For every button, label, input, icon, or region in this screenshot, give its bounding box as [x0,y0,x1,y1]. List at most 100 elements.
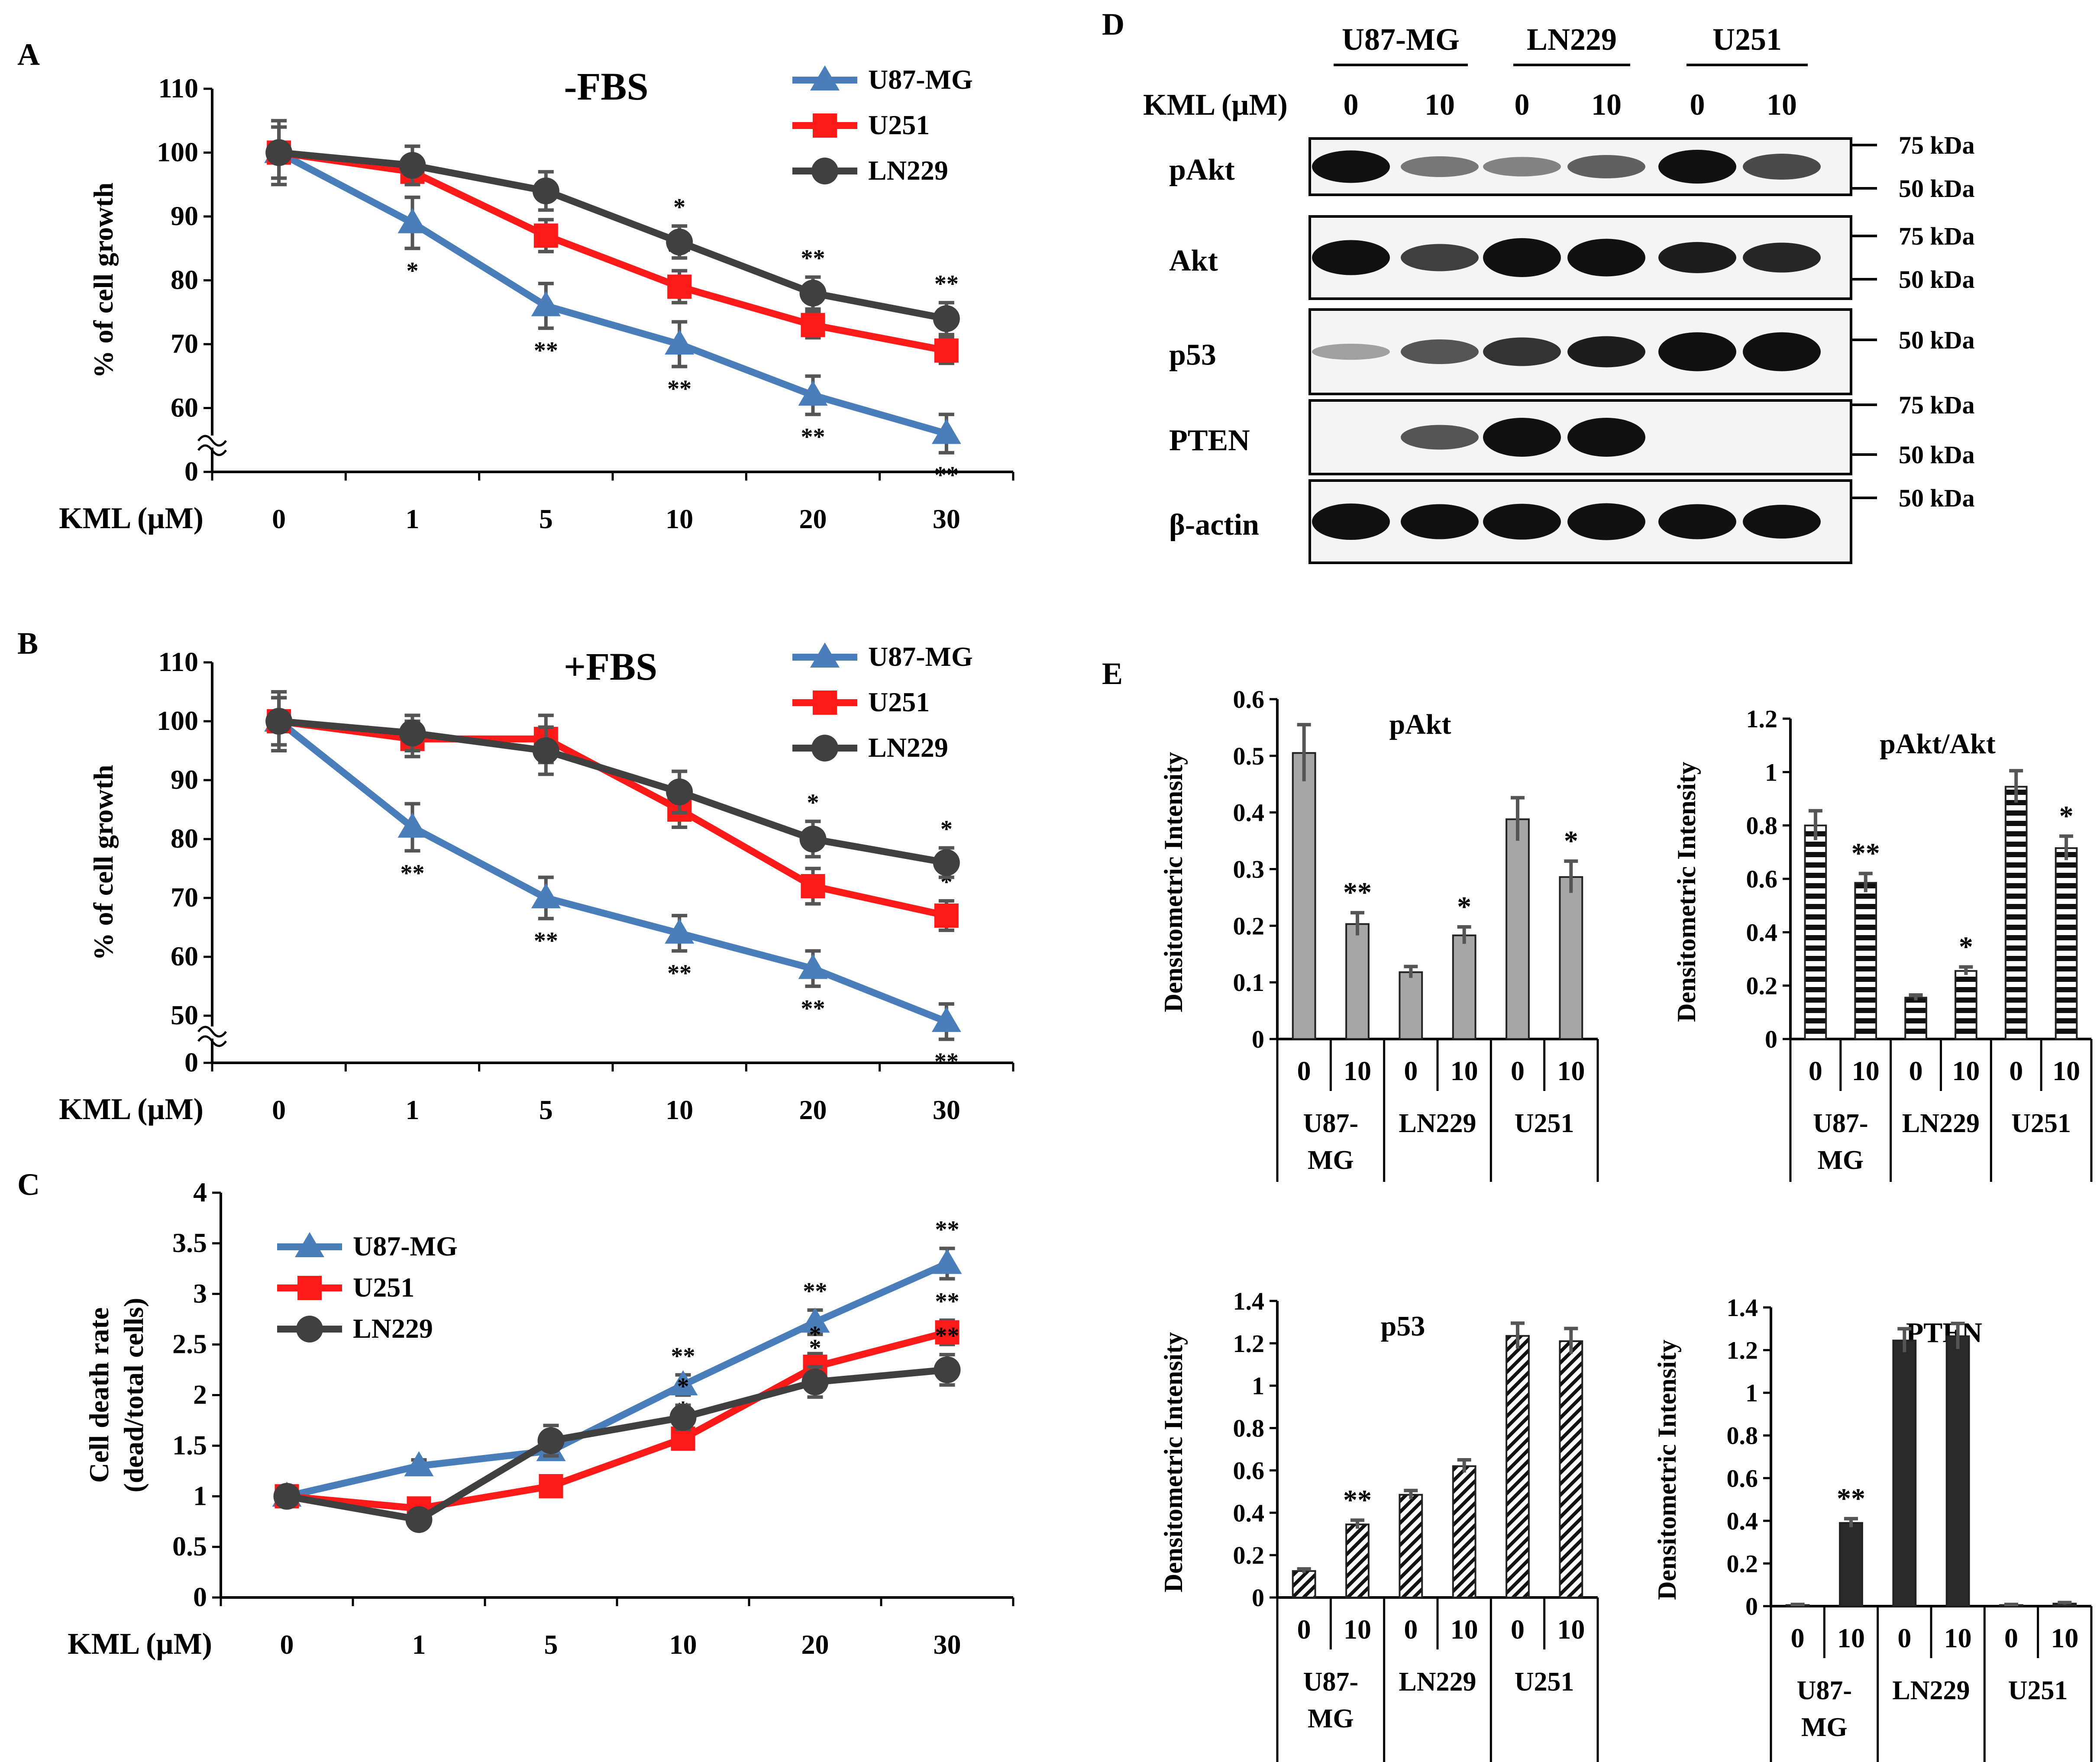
panel-label-c: C [17,1167,40,1202]
series-line [277,149,948,437]
x-tick-label: 5 [544,1629,558,1660]
axis-break-mark [197,1035,227,1047]
blot-row-pakt: pAkt 75 kDa 50 kDa [1169,131,1975,203]
y-tick-label: 80 [171,265,198,295]
bar [2004,786,2028,1040]
y-tick-label: 0.8 [1233,1414,1265,1443]
blot-band [1483,337,1561,366]
significance-stars: * [1564,825,1578,857]
marker-triangle [932,1249,962,1274]
y-tick-label: 0 [1252,1025,1264,1053]
y-tick-label: 60 [171,392,198,423]
bar-category-label: 10 [1451,1055,1478,1086]
blot-band [1401,425,1479,450]
bar-group-label: LN229 [1892,1676,1970,1705]
y-tick-label: 0.8 [1727,1422,1758,1450]
blot-band [1401,504,1479,539]
y-tick-label: 0.3 [1233,855,1265,884]
blot-band [1312,240,1390,275]
bar-category-label: 0 [2009,1055,2023,1086]
bar [1452,1465,1476,1598]
y-axis-title: Cell death rate [84,1307,114,1483]
y-tick-label: 1.2 [1727,1336,1758,1365]
y-axis-title: Densitometric Intensity [1653,1339,1681,1600]
y-tick-label: 0.2 [1233,912,1265,940]
bar [1945,1335,1970,1607]
blot-band [1567,239,1645,277]
blot-lane-dose: 10 [1767,88,1797,122]
blot-cell-line-label: U251 [1712,22,1782,57]
bar-category-label: 10 [1944,1623,1972,1653]
marker-triangle [931,1007,961,1032]
x-tick-label: 30 [934,1629,961,1660]
y-tick-label: 90 [171,764,198,795]
series-line [286,1260,949,1500]
y-tick-label: 1 [1765,758,1777,786]
x-axis-title: KML (µM) [59,1093,204,1126]
blot-band [1567,155,1645,178]
blot-band [1401,156,1479,177]
blot-protein-label: pAkt [1169,153,1235,187]
y-tick-label: 0 [184,456,198,487]
bar-chart-pten: 0 0.2 0.4 0.6 0.8 1 1.2 1.4 Densitometric Intens… [1653,1294,2093,1762]
y-tick-label: 1 [1745,1379,1758,1407]
x-tick-label: 10 [666,1094,693,1125]
x-tick-label: 1 [406,503,420,534]
bar-category-label: 0 [1404,1055,1418,1086]
marker-circle [296,1316,323,1342]
y-tick-label: 1.2 [1233,1330,1265,1358]
blot-lane-dose: 0 [1690,88,1705,122]
bar-category-label: 0 [1404,1614,1418,1645]
y-tick-label: 0.8 [1746,812,1778,840]
significance-stars: * [807,789,819,816]
chart-title: PTEN [1906,1317,1982,1349]
significance-stars: ** [934,1049,959,1075]
y-tick-label: 0.5 [172,1531,207,1562]
bar-category-label: 10 [1451,1614,1478,1645]
significance-stars: ** [934,462,959,489]
legend-label: U87-MG [353,1231,458,1262]
bar-chart-p53: 0 0.2 0.4 0.6 0.8 1 1.2 1.4 Densitometric Intens… [1159,1287,1599,1762]
marker-circle [265,139,293,166]
axis-break-mark [197,1026,227,1038]
bar [2055,847,2078,1040]
y-tick-label: 0.4 [1233,799,1265,827]
blot-lane-dose: 0 [1515,88,1530,122]
svg-text:E: E [1102,656,1123,691]
bar-category-label: 0 [1511,1614,1525,1645]
blot-row-akt: Akt 75 kDa 50 kDa [1169,215,1975,300]
marker-triangle [810,642,840,668]
significance-stars: ** [801,245,825,272]
axis-break-mark [197,444,227,456]
svg-text:D: D [1102,7,1124,42]
y-axis-title: % of cell growth [88,765,119,960]
bar [1559,876,1583,1040]
marker-triangle [404,1451,434,1477]
legend: U87-MG U251 LN229 [277,1231,458,1344]
blot-band [1483,157,1561,177]
y-tick-label: 2.5 [172,1329,207,1359]
series-u87-mg: ********** [264,690,961,1075]
bar-group-label: U87- [1303,1667,1358,1697]
y-tick-label: 3 [193,1278,207,1309]
significance-stars: * [940,816,953,842]
series-ln229: ***** [265,125,960,336]
bar [1804,824,1827,1040]
marker-triangle [665,329,695,355]
y-tick-label: 1.2 [1746,705,1778,733]
marker-square [533,223,558,248]
y-tick-label: 50 [171,1000,198,1030]
significance-stars: * [677,1373,689,1400]
bar [1399,1494,1423,1599]
marker-triangle [531,883,561,909]
bar [1345,923,1370,1040]
line-chart-c: 0 0.5 1 1.5 2 2.5 3 3.5 4 0 1 5 10 20 30 KML (µM) Cell d… [68,1177,1014,1661]
x-tick-label: 20 [801,1629,829,1660]
y-tick-label: 0.2 [1233,1541,1265,1569]
legend: U87-MG U251 LN229 [792,641,973,763]
panel-label-a: A [17,37,40,72]
bar [1292,1570,1316,1599]
y-tick-label: 0 [1765,1025,1777,1053]
blot-band [1567,503,1645,540]
